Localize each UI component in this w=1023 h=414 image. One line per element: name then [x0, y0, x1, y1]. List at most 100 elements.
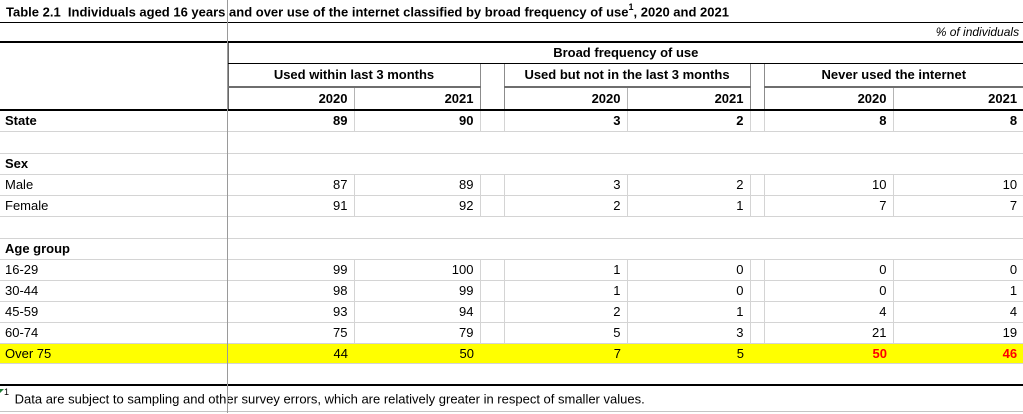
year-headers-row: 2020 2021 2020 2021 2020 2021 [0, 87, 1023, 111]
cell-corner-indicator [0, 389, 4, 393]
data-row: 60-74 75 79 5 3 21 19 [0, 322, 1023, 344]
value-cell: 7 [764, 195, 893, 217]
table-body: State 89 90 3 2 8 8 Sex Male 87 89 3 2 10 10 Female 91 92… [0, 110, 1023, 386]
spacer-cell [0, 363, 1023, 386]
value-cell: 21 [764, 322, 893, 344]
year-header-2021: 2021 [626, 87, 750, 111]
value-cell: 4 [892, 301, 1023, 323]
row-label: 16-29 [0, 259, 228, 281]
group-label-used-within-3-months: Used within last 3 months [227, 63, 480, 88]
column-gap [479, 280, 505, 302]
column-gap [479, 87, 505, 111]
data-row: Over 75 44 50 7 5 50 46 [0, 343, 1023, 364]
column-gap [479, 301, 505, 323]
column-gap [749, 322, 765, 344]
column-gap [479, 174, 505, 196]
value-cell: 89 [353, 174, 480, 196]
footnote-marker: 1 [4, 387, 10, 398]
value-cell: 8 [892, 110, 1023, 132]
value-cell: 19 [892, 322, 1023, 344]
value-cell: 2 [504, 195, 627, 217]
value-cell: 93 [228, 301, 354, 323]
section-header-row: Sex [0, 153, 1023, 175]
value-cell: 94 [353, 301, 480, 323]
column-gap [479, 259, 505, 281]
value-cell: 1 [504, 259, 627, 281]
data-row: 16-29 99 100 1 0 0 0 [0, 259, 1023, 281]
value-cell: 1 [626, 195, 750, 217]
value-cell: 1 [892, 280, 1023, 302]
data-row: Male 87 89 3 2 10 10 [0, 174, 1023, 196]
unit-row: % of individuals [0, 22, 1023, 43]
row-label: Female [0, 195, 228, 217]
value-cell: 46 [893, 343, 1023, 364]
column-group-header: Broad frequency of use [227, 42, 1023, 64]
section-empty-cell [228, 238, 1023, 260]
value-cell: 0 [626, 259, 750, 281]
title-text: Table 2.1 Individuals aged 16 years and … [6, 3, 629, 19]
column-gap [749, 280, 765, 302]
column-group-header-row: Broad frequency of use [0, 42, 1023, 64]
column-gap [480, 343, 504, 364]
year-header-2020: 2020 [504, 87, 627, 111]
value-cell: 44 [228, 343, 354, 364]
value-cell: 3 [504, 174, 627, 196]
column-gap [479, 195, 505, 217]
value-cell: 99 [353, 280, 480, 302]
spacer-row [0, 131, 1023, 154]
column-gap [479, 63, 505, 87]
value-cell: 5 [504, 322, 627, 344]
value-cell: 87 [228, 174, 354, 196]
section-label: Age group [0, 238, 228, 260]
value-cell: 99 [228, 259, 354, 281]
section-label: Sex [0, 153, 228, 175]
value-cell: 10 [764, 174, 893, 196]
spacer-row [0, 216, 1023, 239]
column-gap [749, 110, 765, 132]
value-cell: 7 [504, 343, 627, 364]
year-header-2020: 2020 [764, 87, 893, 111]
column-gap [749, 63, 765, 87]
value-cell: 8 [764, 110, 893, 132]
value-cell: 5 [627, 343, 750, 364]
year-header-2020: 2020 [227, 87, 354, 111]
value-cell: 0 [764, 259, 893, 281]
empty-corner-cell [0, 63, 228, 87]
data-row: 30-44 98 99 1 0 0 1 [0, 280, 1023, 302]
data-row: 45-59 93 94 2 1 4 4 [0, 301, 1023, 323]
table-title: Table 2.1 Individuals aged 16 years and … [0, 0, 1023, 23]
value-cell: 3 [626, 322, 750, 344]
value-cell: 79 [353, 322, 480, 344]
footnote: 1 Data are subject to sampling and other… [0, 384, 1023, 412]
value-cell: 1 [626, 301, 750, 323]
spacer-cell [0, 131, 1023, 154]
value-cell: 92 [353, 195, 480, 217]
group-label-never-used: Never used the internet [764, 63, 1023, 88]
empty-corner-cell [0, 42, 228, 63]
value-cell: 91 [228, 195, 354, 217]
value-cell: 0 [892, 259, 1023, 281]
data-row: Female 91 92 2 1 7 7 [0, 195, 1023, 217]
value-cell: 2 [626, 110, 750, 132]
group-labels-row: Used within last 3 months Used but not i… [0, 63, 1023, 88]
value-cell: 89 [228, 110, 354, 132]
row-label: 30-44 [0, 280, 228, 302]
row-label: 60-74 [0, 322, 228, 344]
value-cell: 90 [353, 110, 480, 132]
spacer-row [0, 363, 1023, 386]
column-gap [749, 174, 765, 196]
data-row: State 89 90 3 2 8 8 [0, 110, 1023, 132]
row-label: Male [0, 174, 228, 196]
footnote-text: Data are subject to sampling and other s… [11, 391, 645, 407]
unit-note: % of individuals [0, 22, 1023, 43]
value-cell: 98 [228, 280, 354, 302]
value-cell: 100 [353, 259, 480, 281]
value-cell: 2 [504, 301, 627, 323]
footnote-row: 1 Data are subject to sampling and other… [0, 384, 1023, 412]
value-cell: 0 [626, 280, 750, 302]
value-cell: 0 [764, 280, 893, 302]
column-gap [749, 87, 765, 111]
row-label: Over 75 [0, 343, 228, 364]
